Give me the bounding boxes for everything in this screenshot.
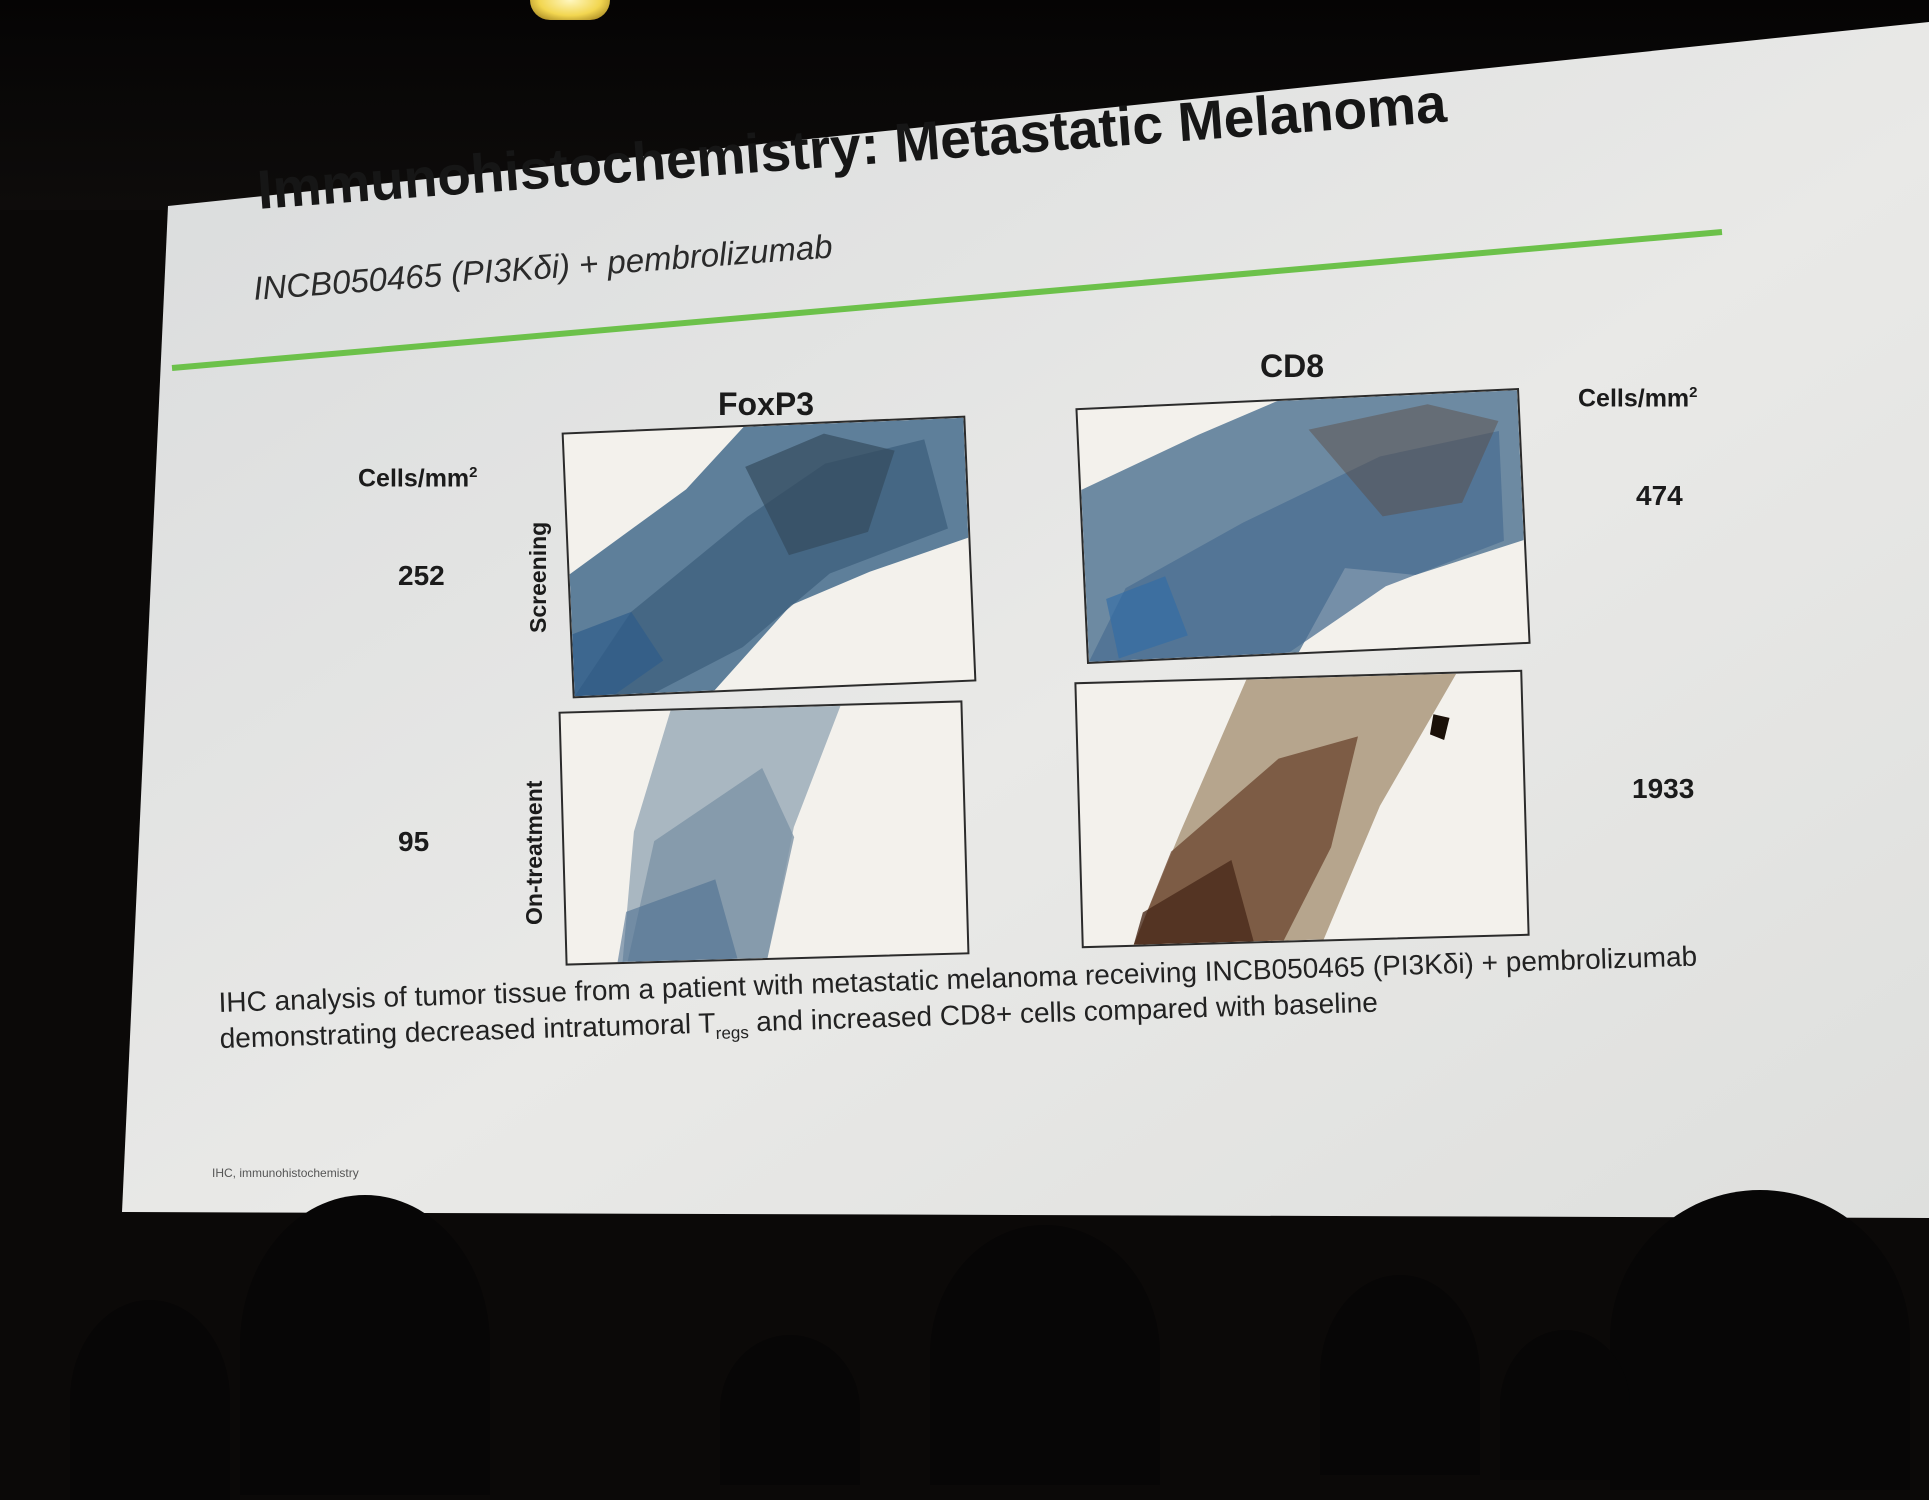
cd8-screening-value: 474 — [1636, 480, 1683, 511]
cd8-screening-image — [1075, 388, 1531, 664]
slide-footnote: IHC, immunohistochemistry — [212, 1166, 359, 1180]
foxp3-units: Cells/mm2 — [358, 464, 478, 493]
projection-screen: Immunohistochemistry: Metastatic Melanom… — [122, 22, 1929, 1218]
title-rule — [171, 229, 1723, 371]
audience-head — [720, 1335, 860, 1485]
cd8-treatment-value: 1933 — [1632, 773, 1695, 804]
audience-head — [1320, 1275, 1480, 1475]
foxp3-treatment-image — [558, 700, 970, 966]
cd8-treatment-image — [1074, 669, 1530, 949]
ceiling-light — [530, 0, 610, 20]
foxp3-screening-value: 252 — [398, 560, 445, 591]
audience-head — [70, 1300, 230, 1500]
foxp3-header: FoxP3 — [718, 386, 815, 422]
audience-head — [240, 1195, 490, 1495]
audience-head — [930, 1225, 1160, 1485]
cd8-units: Cells/mm2 — [1578, 384, 1698, 413]
cd8-header: CD8 — [1260, 348, 1325, 384]
row-label-screening: Screening — [525, 521, 551, 633]
foxp3-treatment-value: 95 — [398, 826, 430, 857]
audience-head — [1610, 1190, 1910, 1490]
foxp3-screening-image — [561, 415, 977, 699]
audience-head — [1500, 1330, 1630, 1480]
row-label-treatment: On-treatment — [521, 780, 547, 925]
